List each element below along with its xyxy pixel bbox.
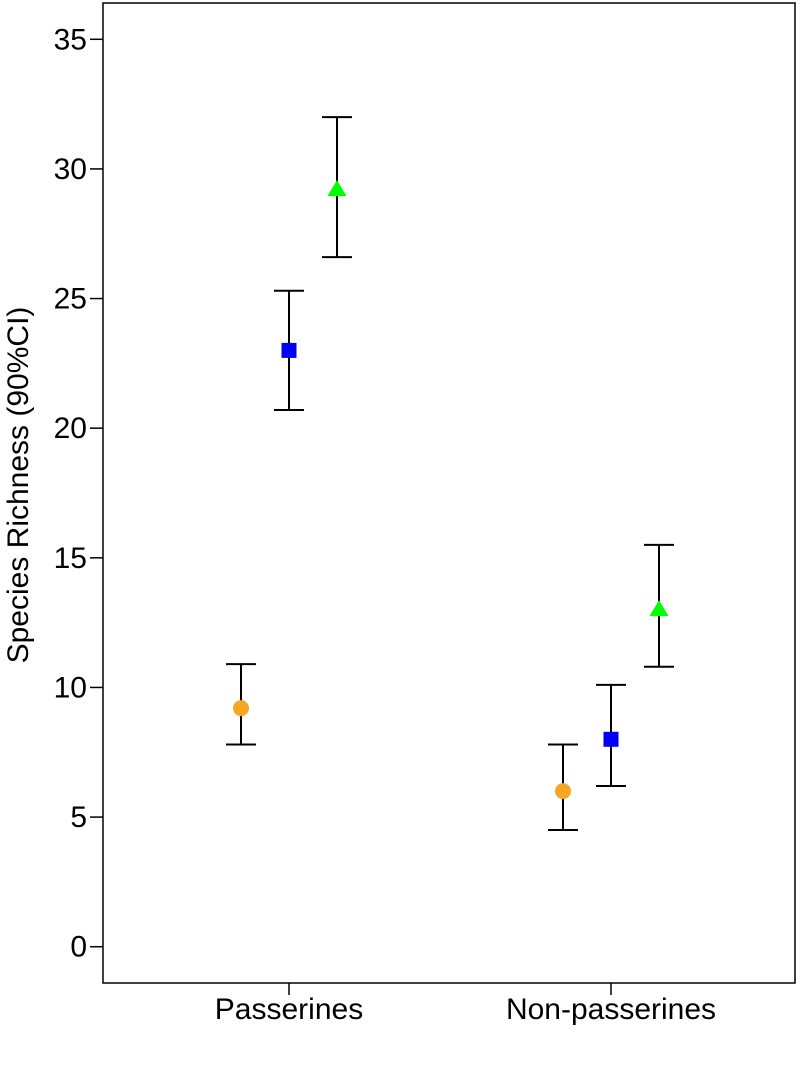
- y-tick-label: 10: [54, 671, 87, 704]
- point-circle: [555, 783, 571, 800]
- point-triangle: [327, 180, 347, 197]
- y-tick-label: 35: [54, 23, 87, 56]
- point-square: [603, 731, 619, 747]
- y-tick-label: 20: [54, 412, 87, 445]
- point-circle: [233, 700, 249, 717]
- y-tick-label: 0: [70, 931, 87, 964]
- point-square: [281, 342, 297, 358]
- point-triangle: [649, 600, 669, 617]
- y-tick-label: 5: [70, 801, 87, 834]
- y-tick-label: 30: [54, 153, 87, 186]
- y-tick-label: 25: [54, 283, 87, 316]
- data-marks: [226, 116, 674, 832]
- x-axis: Passerines Non-passerines: [215, 983, 716, 1026]
- x-tick-label: Non-passerines: [506, 993, 716, 1026]
- y-axis: 0 5 10 15 20 25 30 35: [54, 23, 103, 964]
- y-axis-title: Species Richness (90%CI): [2, 307, 35, 664]
- y-tick-label: 15: [54, 542, 87, 575]
- x-tick-label: Passerines: [215, 993, 363, 1026]
- plot-frame: [102, 2, 796, 984]
